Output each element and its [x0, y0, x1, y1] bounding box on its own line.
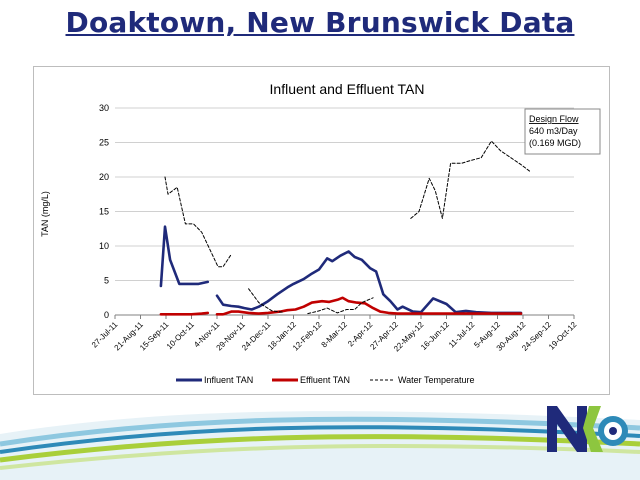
y-tick-label: 25 [99, 138, 109, 148]
series-line-effluent-tan [159, 311, 210, 316]
x-tick-label: 10-Oct-11 [165, 320, 196, 351]
company-logo [547, 406, 628, 452]
series-line-water-temperature [164, 176, 232, 268]
series-line-effluent-tan [215, 296, 523, 316]
x-tick-label: 8-Mar-12 [320, 320, 350, 350]
annotation-frame [524, 108, 601, 155]
series-line-water-temperature [307, 297, 374, 315]
grid-lines [115, 107, 574, 316]
legend-label-temperature: Water Temperature [398, 375, 475, 385]
slide-title: Doaktown, New Brunswick Data [65, 6, 575, 39]
decorative-swoosh [0, 411, 640, 480]
tan-line-chart: Influent and Effluent TAN TAN (mg/L) 0 5 1… [40, 81, 601, 385]
x-tick-label: 11-Jul-12 [447, 320, 477, 350]
annotation-title: Design Flow [529, 114, 579, 124]
chart-legend: Influent TAN Effluent TAN Water Temperat… [176, 375, 475, 385]
y-tick-label: 0 [104, 310, 109, 320]
chart-title: Influent and Effluent TAN [270, 81, 425, 97]
x-axis-ticks: 27-Jul-1121-Aug-1115-Sep-1110-Oct-114-No… [90, 315, 579, 353]
series-line-influent-tan [159, 225, 210, 288]
series-line-influent-tan [215, 250, 523, 315]
y-tick-label: 5 [104, 276, 109, 286]
series-line-water-temperature [248, 288, 284, 313]
x-tick-label: 16-Jun-12 [419, 320, 451, 352]
y-axis-label: TAN (mg/L) [40, 191, 50, 237]
y-tick-label: 15 [99, 207, 109, 217]
y-tick-label: 20 [99, 172, 109, 182]
legend-label-effluent: Effluent TAN [300, 375, 350, 385]
y-tick-label: 10 [99, 241, 109, 251]
y-tick-label: 30 [99, 103, 109, 113]
series-lines [159, 140, 531, 316]
x-tick-label: 19-Oct-12 [547, 320, 579, 352]
y-axis-ticks: 0 5 10 15 20 25 30 [99, 103, 109, 320]
annotation-line-2: (0.169 MGD) [529, 138, 581, 148]
chart-frame: Influent and Effluent TAN TAN (mg/L) 0 5 1… [33, 66, 610, 395]
legend-label-influent: Influent TAN [204, 375, 253, 385]
design-flow-annotation: Design Flow 640 m3/Day (0.169 MGD) [524, 108, 601, 155]
series-line-water-temperature [410, 140, 531, 219]
annotation-line-1: 640 m3/Day [529, 126, 578, 136]
